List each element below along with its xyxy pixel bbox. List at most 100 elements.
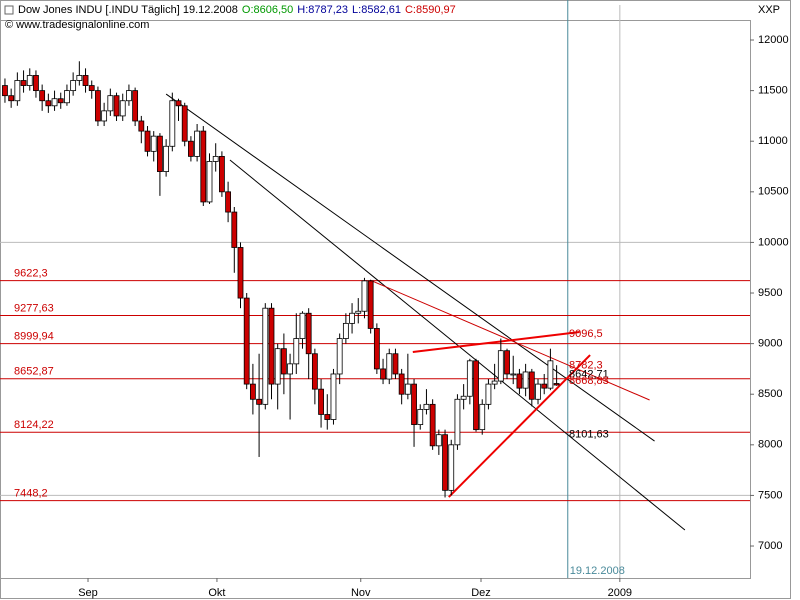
candle-body xyxy=(318,388,324,415)
candle-body xyxy=(181,105,188,142)
candle-body xyxy=(237,247,244,299)
annotation: 8668,83 xyxy=(569,375,609,387)
y-tick-label: 8500 xyxy=(758,388,782,400)
y-tick-label: 11500 xyxy=(758,85,788,97)
level-label: 8652,87 xyxy=(14,366,54,378)
candle-body xyxy=(417,408,424,425)
candle-body xyxy=(82,75,89,86)
candle-body xyxy=(113,95,120,117)
candle-body xyxy=(429,403,436,447)
candle-body xyxy=(466,360,473,397)
candle-body xyxy=(39,90,46,102)
candle-body xyxy=(101,110,108,122)
y-tick-label: 12000 xyxy=(758,34,789,46)
ohlc-label: O:8606,50 xyxy=(242,4,293,16)
candle-body xyxy=(70,80,77,92)
candle-body xyxy=(491,380,498,385)
trendline xyxy=(412,330,580,354)
subtitle: © www.tradesignalonline.com xyxy=(5,19,149,31)
candle-body xyxy=(398,373,405,395)
candle-body xyxy=(150,135,157,152)
x-tick-label: Dez xyxy=(471,587,491,599)
candle-body xyxy=(262,307,269,405)
ohlc-label: C:8590,97 xyxy=(405,4,456,16)
candle-body xyxy=(435,434,442,447)
x-tick-label: 2009 xyxy=(608,587,632,599)
y-tick-label: 9500 xyxy=(758,287,782,299)
candle-body xyxy=(516,373,523,389)
candle-body xyxy=(448,444,455,491)
candle-body xyxy=(342,322,349,339)
candle-body xyxy=(225,191,231,213)
ohlc-label: H:8787,23 xyxy=(297,4,348,16)
candle-body xyxy=(361,280,368,312)
candle-body xyxy=(553,383,560,386)
candle-body xyxy=(51,98,58,107)
candle-body xyxy=(485,383,492,405)
candle-body xyxy=(157,135,163,172)
candle-body xyxy=(510,373,517,376)
candle-body xyxy=(163,145,170,172)
candle-body xyxy=(522,371,529,389)
candle-body xyxy=(249,383,256,400)
candle-body xyxy=(26,75,33,86)
trendline xyxy=(229,159,686,531)
candle-body xyxy=(411,383,417,425)
candle-body xyxy=(132,90,139,122)
candle-body xyxy=(274,348,281,385)
candle-body xyxy=(541,383,548,389)
candle-body xyxy=(200,130,207,203)
level-label: 8999,94 xyxy=(14,331,54,343)
candle-body xyxy=(33,75,39,92)
y-tick-label: 8000 xyxy=(758,439,782,451)
candle-body xyxy=(169,100,176,147)
candle-body xyxy=(535,383,541,400)
candle-body xyxy=(311,353,318,390)
candle-body xyxy=(547,360,554,389)
candle-body xyxy=(324,414,331,420)
candle-body xyxy=(423,403,430,410)
candle-body xyxy=(95,90,101,122)
candle-body xyxy=(20,80,27,86)
candle-body xyxy=(206,161,213,203)
candle-body xyxy=(336,338,343,375)
level-label: 9622,3 xyxy=(14,268,48,280)
candle-body xyxy=(64,90,70,104)
candle-body xyxy=(2,85,8,97)
icon xyxy=(4,5,14,15)
candle-body xyxy=(454,398,461,446)
trendline xyxy=(448,354,591,498)
candle-body xyxy=(212,155,219,162)
ohlc-label: L:8582,61 xyxy=(352,4,401,16)
candle-body xyxy=(528,371,535,400)
candle-body xyxy=(219,155,225,193)
candle-body xyxy=(45,100,52,107)
candle-body xyxy=(380,368,386,380)
y-tick-label: 9000 xyxy=(758,338,782,350)
candle-body xyxy=(367,280,374,329)
x-tick-label: Sep xyxy=(78,587,98,599)
candle-body xyxy=(188,140,194,157)
candle-body xyxy=(355,310,362,314)
candle-body xyxy=(119,100,126,117)
trendline xyxy=(165,93,655,442)
candle-body xyxy=(473,360,479,431)
candle-body xyxy=(349,312,355,324)
y-tick-label: 10000 xyxy=(758,236,789,248)
candle-body xyxy=(280,348,287,375)
candle-body xyxy=(479,403,486,431)
level-label: 8124,22 xyxy=(14,419,54,431)
candle-body xyxy=(138,120,145,132)
candle-body xyxy=(442,434,448,491)
chart-title: Dow Jones INDU [.INDU Täglich] 19.12.200… xyxy=(18,4,238,16)
candle-body xyxy=(243,297,250,385)
candle-body xyxy=(373,328,380,370)
candle-body xyxy=(8,95,15,102)
y-tick-label: 11000 xyxy=(758,135,788,147)
plot-frame xyxy=(0,20,751,579)
candle-body xyxy=(76,75,83,81)
candle-body xyxy=(144,130,151,152)
